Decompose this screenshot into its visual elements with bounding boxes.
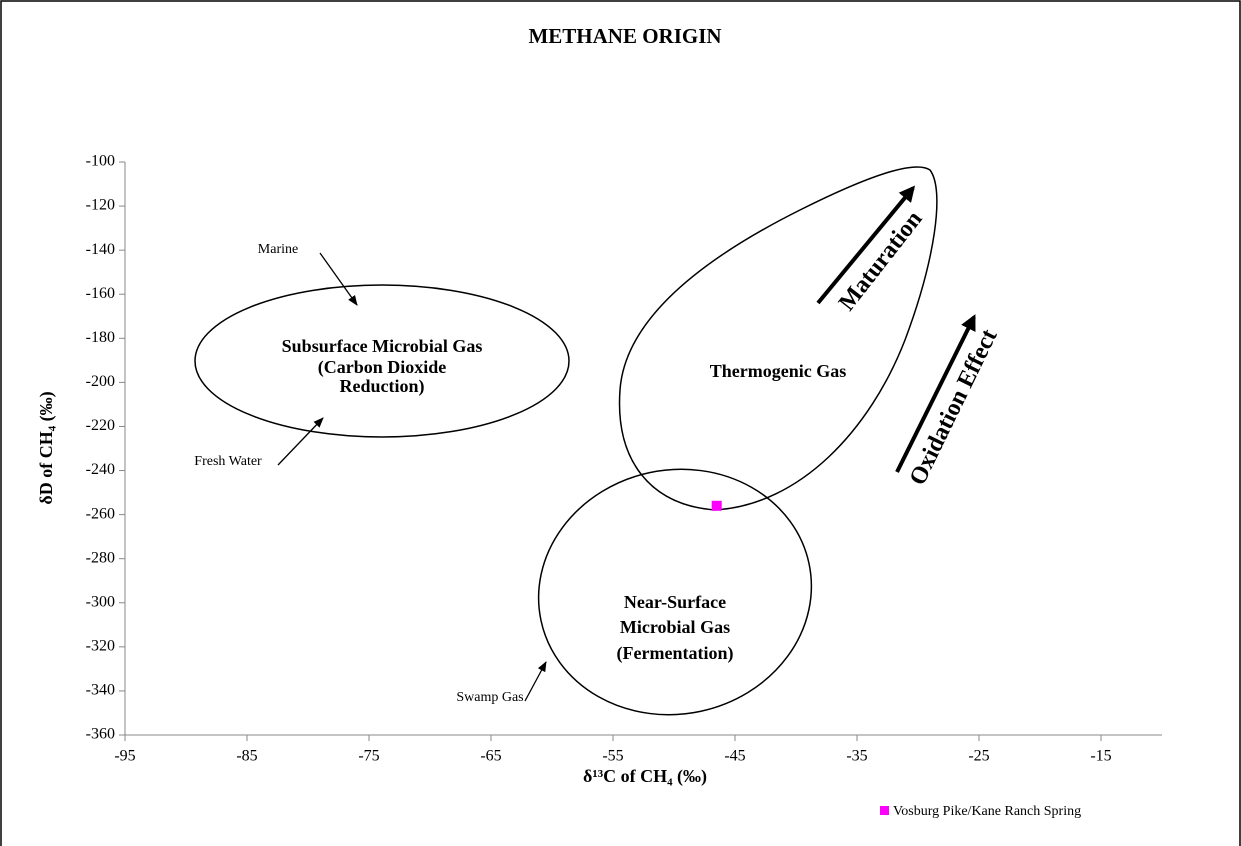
arrow: [816, 185, 916, 305]
arrow: [524, 661, 547, 702]
x-tick-label: -85: [236, 748, 257, 765]
arrow: [319, 252, 358, 306]
y-tick-label: -360: [86, 726, 115, 743]
y-tick-label: -280: [86, 549, 115, 566]
x-axis-label: δ¹³C of CH₄ (‰): [583, 766, 707, 787]
region-outline: [618, 166, 938, 511]
x-tick-label: -55: [602, 748, 623, 765]
annotation: Near-Surface: [624, 592, 726, 612]
y-tick-label: -100: [86, 153, 115, 170]
region-outline: [194, 284, 570, 438]
arrow: [895, 314, 976, 473]
x-tick-label: -45: [724, 748, 745, 765]
y-tick-label: -320: [86, 638, 115, 655]
annotation: Swamp Gas: [456, 690, 523, 705]
y-tick-label: -300: [86, 593, 115, 610]
x-tick-label: -65: [480, 748, 501, 765]
arrow: [277, 417, 324, 466]
y-tick-label: -220: [86, 417, 115, 434]
legend-swatch: [880, 806, 889, 815]
annotation: Thermogenic Gas: [710, 361, 847, 381]
y-tick-label: -140: [86, 241, 115, 258]
region-outline: [537, 468, 813, 716]
annotation: Marine: [258, 242, 298, 257]
x-tick-label: -35: [846, 748, 867, 765]
y-tick-label: -260: [86, 505, 115, 522]
annotation: (Fermentation): [617, 643, 734, 664]
x-tick-label: -75: [358, 748, 379, 765]
x-tick-label: -25: [968, 748, 989, 765]
x-tick-label: -15: [1090, 748, 1111, 765]
y-tick-label: -340: [86, 682, 115, 699]
point: [711, 500, 722, 511]
x-tick-label: -95: [114, 748, 135, 765]
annotation: Maturation: [834, 206, 928, 316]
annotation: Microbial Gas: [620, 617, 730, 637]
annotation: Oxidation Effect: [905, 325, 1003, 489]
annotation: Subsurface Microbial Gas: [282, 336, 483, 356]
y-tick-label: -240: [86, 461, 115, 478]
annotation: Fresh Water: [194, 454, 262, 469]
legend-label: Vosburg Pike/Kane Ranch Spring: [893, 804, 1081, 819]
y-tick-label: -120: [86, 197, 115, 214]
y-tick-label: -180: [86, 329, 115, 346]
annotation: Reduction): [340, 376, 425, 397]
chart-title: METHANE ORIGIN: [528, 24, 721, 48]
y-tick-label: -200: [86, 373, 115, 390]
annotation: (Carbon Dioxide: [318, 357, 447, 378]
y-axis-label: δD of CH₄ (‰): [36, 391, 57, 504]
y-tick-label: -160: [86, 285, 115, 302]
